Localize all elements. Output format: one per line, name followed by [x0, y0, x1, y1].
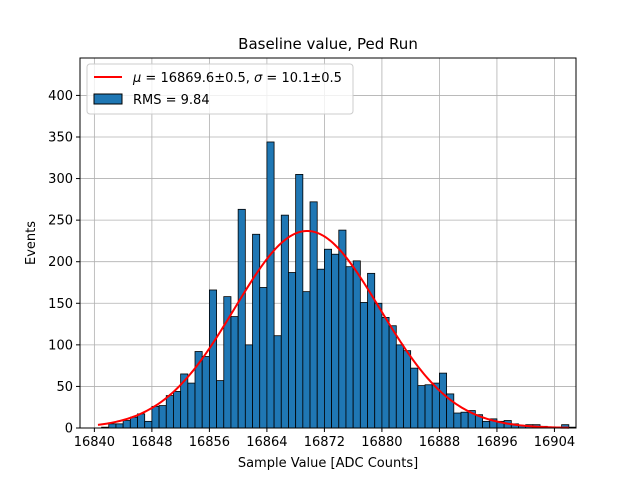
y-tick-label: 100 [48, 338, 73, 353]
histogram-bar [482, 420, 491, 429]
histogram-bar [309, 201, 318, 429]
histogram-bar [252, 233, 261, 429]
histogram-bar [230, 316, 239, 429]
x-axis-ticks: 16840 16848 16856 16864 16872 16880 16888 16896… [74, 428, 575, 450]
x-tick-label: 16880 [361, 435, 402, 450]
histogram-bar [417, 385, 426, 429]
y-tick-label: 250 [48, 214, 73, 229]
legend: μ = 16869.6±0.5, σ = 10.1±0.5 RMS = 9.84 [86, 63, 354, 115]
x-tick-label: 16904 [534, 435, 575, 450]
y-tick-label: 300 [48, 172, 73, 187]
legend-sigma-text: = 10.1±0.5 [262, 71, 342, 86]
histogram-bar [273, 335, 282, 429]
histogram-bar [345, 266, 354, 429]
y-tick-label: 200 [48, 255, 73, 270]
histogram-bar [216, 380, 225, 429]
histogram-bar [237, 208, 246, 429]
histogram-bar [352, 260, 361, 429]
histogram-bar [331, 253, 340, 429]
histogram-bar [151, 405, 160, 429]
histogram-bar [410, 367, 419, 429]
legend-hist-swatch [93, 93, 123, 105]
histogram-bar [280, 214, 289, 429]
histogram-bar [395, 344, 404, 429]
histogram-bar [439, 372, 448, 429]
y-tick-label: 150 [48, 297, 73, 312]
y-tick-label: 0 [65, 422, 73, 437]
y-axis-label: Events [24, 221, 39, 265]
y-tick-label: 350 [48, 130, 73, 145]
legend-mu-symbol: μ [132, 71, 141, 86]
y-tick-label: 400 [48, 89, 73, 104]
histogram-bar [244, 344, 253, 429]
histogram-bar [338, 229, 347, 429]
histogram-bar [208, 289, 217, 429]
histogram-bar [324, 248, 332, 429]
legend-hist-label: RMS = 9.84 [133, 93, 210, 108]
y-tick-label: 50 [56, 380, 73, 395]
histogram-bar [403, 350, 412, 429]
histogram-bar [129, 416, 138, 429]
histogram-bar [460, 411, 469, 429]
x-axis-label: Sample Value [ADC Counts] [238, 456, 418, 471]
histogram-bar [137, 413, 146, 429]
histogram-bar [201, 356, 210, 429]
histogram-bar [374, 302, 383, 429]
histogram-bar [316, 268, 325, 429]
x-tick-label: 16872 [304, 435, 345, 450]
x-tick-label: 16864 [246, 435, 287, 450]
gaussian-fit [97, 229, 569, 429]
histogram-bar [381, 317, 390, 429]
histogram-bar [187, 382, 196, 429]
fit-curve [97, 229, 569, 429]
x-tick-label: 16888 [419, 435, 460, 450]
histogram-bar [295, 174, 304, 429]
histogram-bar [165, 395, 174, 429]
histogram-bar [108, 423, 117, 429]
histogram-bar [388, 325, 397, 429]
legend-mu-text: = 16869.6±0.5, [141, 71, 254, 86]
x-tick-label: 16840 [74, 435, 115, 450]
legend-sigma-symbol: σ [254, 71, 263, 86]
histogram-bar [122, 420, 131, 429]
histogram-bar [158, 405, 167, 429]
histogram-bar [424, 384, 433, 429]
histogram-bars [101, 141, 577, 429]
x-tick-label: 16848 [131, 435, 172, 450]
legend-fit-label: μ = 16869.6±0.5, σ = 10.1±0.5 [132, 71, 342, 86]
histogram-bar [453, 412, 462, 429]
histogram-bar [259, 287, 268, 429]
histogram-bar [173, 391, 182, 429]
y-axis-ticks: 0 50 100 150 200 250 300 350 400 [48, 89, 80, 437]
histogram-bar [288, 272, 297, 429]
histogram-bar [115, 423, 124, 429]
x-tick-label: 16856 [189, 435, 230, 450]
chart-title: Baseline value, Ped Run [238, 35, 418, 53]
plot-frame [79, 57, 577, 429]
histogram-bar [302, 291, 311, 429]
x-tick-label: 16896 [476, 435, 517, 450]
histogram-bar [266, 141, 275, 429]
legend-frame [86, 63, 354, 115]
histogram-bar [359, 302, 368, 429]
histogram-bar [144, 420, 153, 429]
